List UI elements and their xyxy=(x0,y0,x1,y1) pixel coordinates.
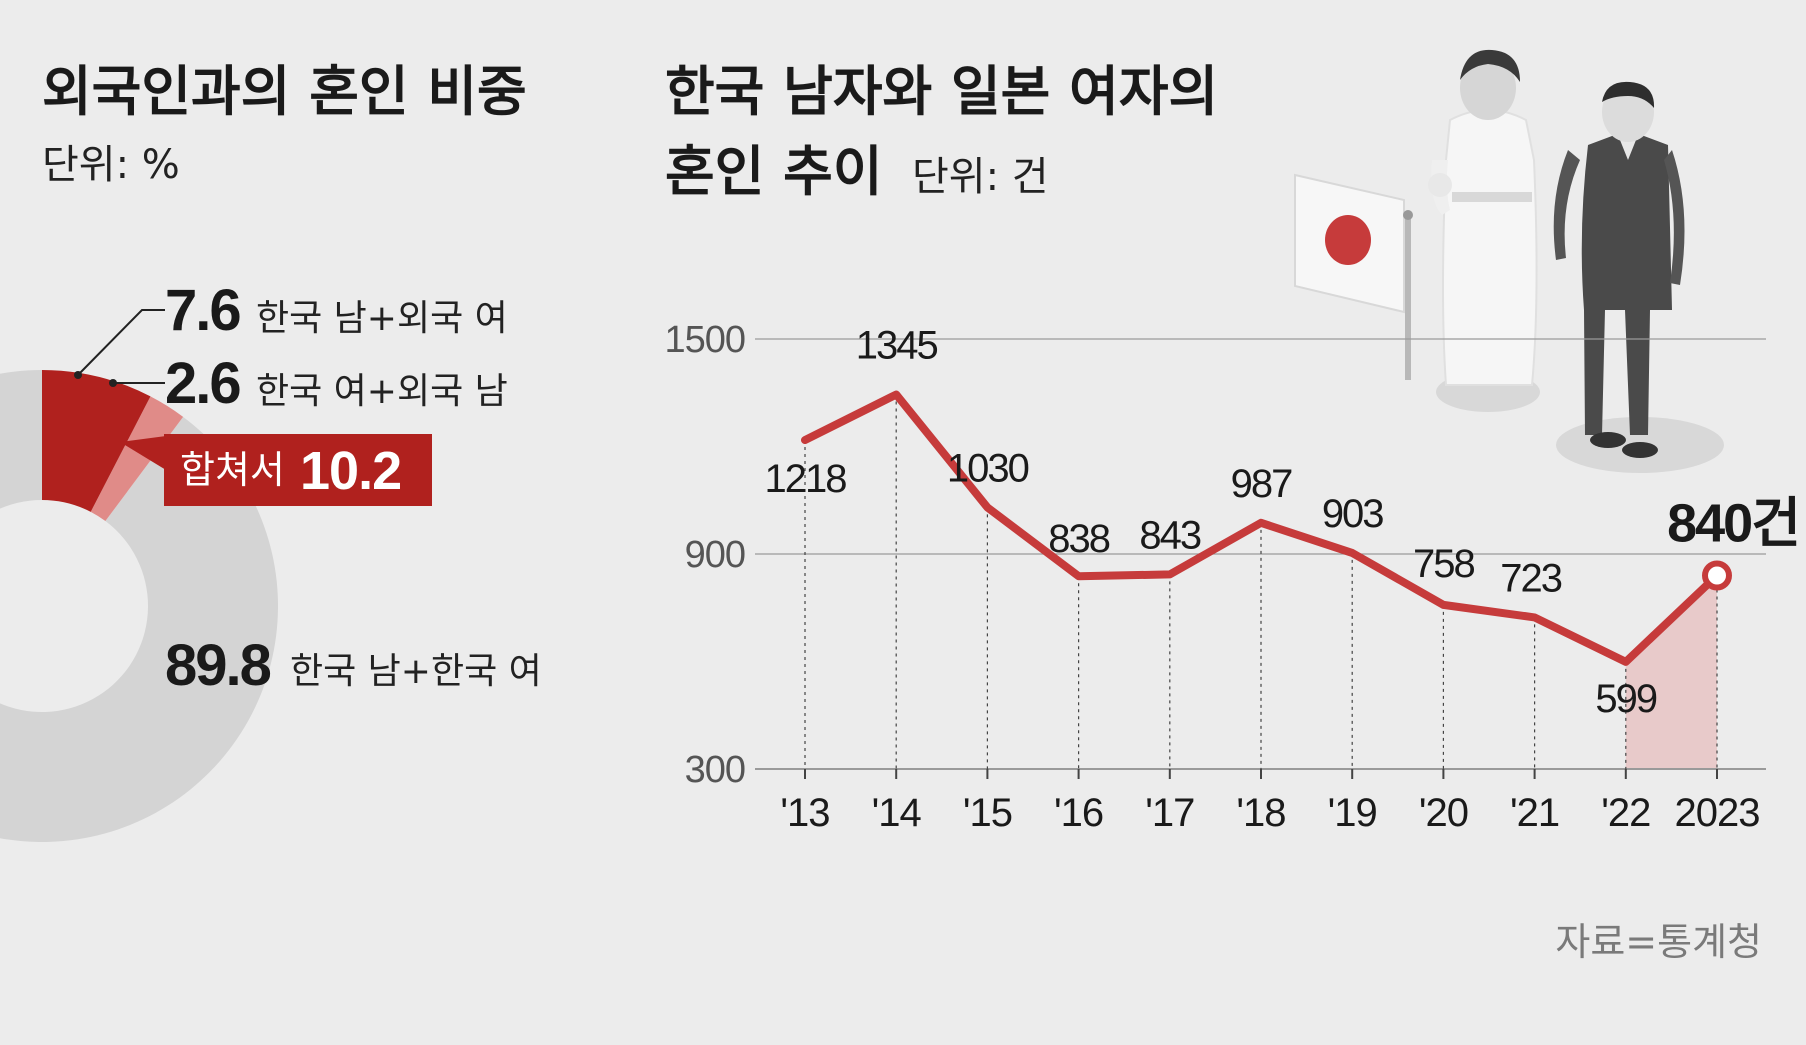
groom-icon xyxy=(1553,81,1724,473)
line-chart-title-line1: 한국 남자와 일본 여자의 xyxy=(665,60,1218,123)
donut-unit-label: 단위: % xyxy=(42,142,180,188)
value-label: 843 xyxy=(1139,513,1200,557)
x-tick-label: '17 xyxy=(1145,791,1194,835)
x-tick-label: '18 xyxy=(1236,791,1285,835)
slice-value-2-6: 2.6 xyxy=(165,351,240,416)
combined-callout: 합쳐서 10.2 xyxy=(120,434,432,506)
x-tick-label: '15 xyxy=(963,791,1012,835)
value-label: 903 xyxy=(1322,492,1383,536)
value-label: 758 xyxy=(1413,542,1474,586)
slice-label-korean-woman-foreign-man: 한국 여+외국 남 xyxy=(256,371,508,412)
value-label: 723 xyxy=(1500,556,1561,600)
value-label: 1345 xyxy=(856,324,938,368)
x-tick-label: '20 xyxy=(1419,791,1468,835)
callout-arrow xyxy=(120,436,166,470)
slice-value-89-8: 89.8 xyxy=(165,633,271,698)
x-tick-label: '16 xyxy=(1054,791,1103,835)
callout-value: 10.2 xyxy=(300,441,401,501)
donut-title: 외국인과의 혼인 비중 xyxy=(42,60,527,123)
series-line xyxy=(801,390,1721,666)
x-tick-label: '21 xyxy=(1510,791,1559,835)
x-tick-label: '22 xyxy=(1601,791,1650,835)
value-label: 987 xyxy=(1231,462,1292,506)
y-tick-label: 300 xyxy=(685,749,745,791)
callout-box xyxy=(164,434,432,506)
wedding-couple-illustration xyxy=(1294,49,1724,473)
y-tick-label: 1500 xyxy=(664,319,745,361)
source-label: 자료=통계청 xyxy=(1555,920,1762,964)
x-tick-label: '14 xyxy=(872,791,922,835)
donut-slice-korean-woman-foreign-man xyxy=(90,396,184,522)
donut-slice-korean-man-foreign-woman xyxy=(42,370,151,512)
slice-label-korean-man-foreign-woman: 한국 남+외국 여 xyxy=(256,298,508,339)
slice-value-7-6: 7.6 xyxy=(165,278,240,343)
highlight-value-label: 840건 xyxy=(1667,494,1799,554)
y-tick-label: 900 xyxy=(685,534,745,576)
line-chart: 1500 900 300 '13 '14 '15 '16 '17 '18 '19 '20 '21 '22… xyxy=(664,319,1800,835)
leader-dot-7-6 xyxy=(74,371,82,379)
value-label: 838 xyxy=(1048,517,1109,561)
bride-icon xyxy=(1428,49,1540,412)
leader-dot-2-6 xyxy=(109,379,117,387)
leader-line-7-6 xyxy=(77,309,165,376)
value-label: 1030 xyxy=(947,446,1029,490)
x-tick-label: '19 xyxy=(1328,791,1377,835)
line-chart-title-line2: 혼인 추이 xyxy=(665,140,883,203)
x-tick-label: 2023 xyxy=(1675,791,1760,835)
value-label: 1218 xyxy=(765,457,847,501)
highlight-point xyxy=(1702,560,1732,591)
value-label: 599 xyxy=(1595,677,1656,721)
slice-label-korean-korean: 한국 남+한국 여 xyxy=(290,651,542,692)
callout-label: 합쳐서 xyxy=(180,448,285,492)
x-tick-label: '13 xyxy=(780,791,829,835)
japan-flag-icon xyxy=(1294,173,1413,380)
highlight-area xyxy=(1625,575,1717,769)
line-chart-unit-label: 단위: 건 xyxy=(912,154,1049,200)
